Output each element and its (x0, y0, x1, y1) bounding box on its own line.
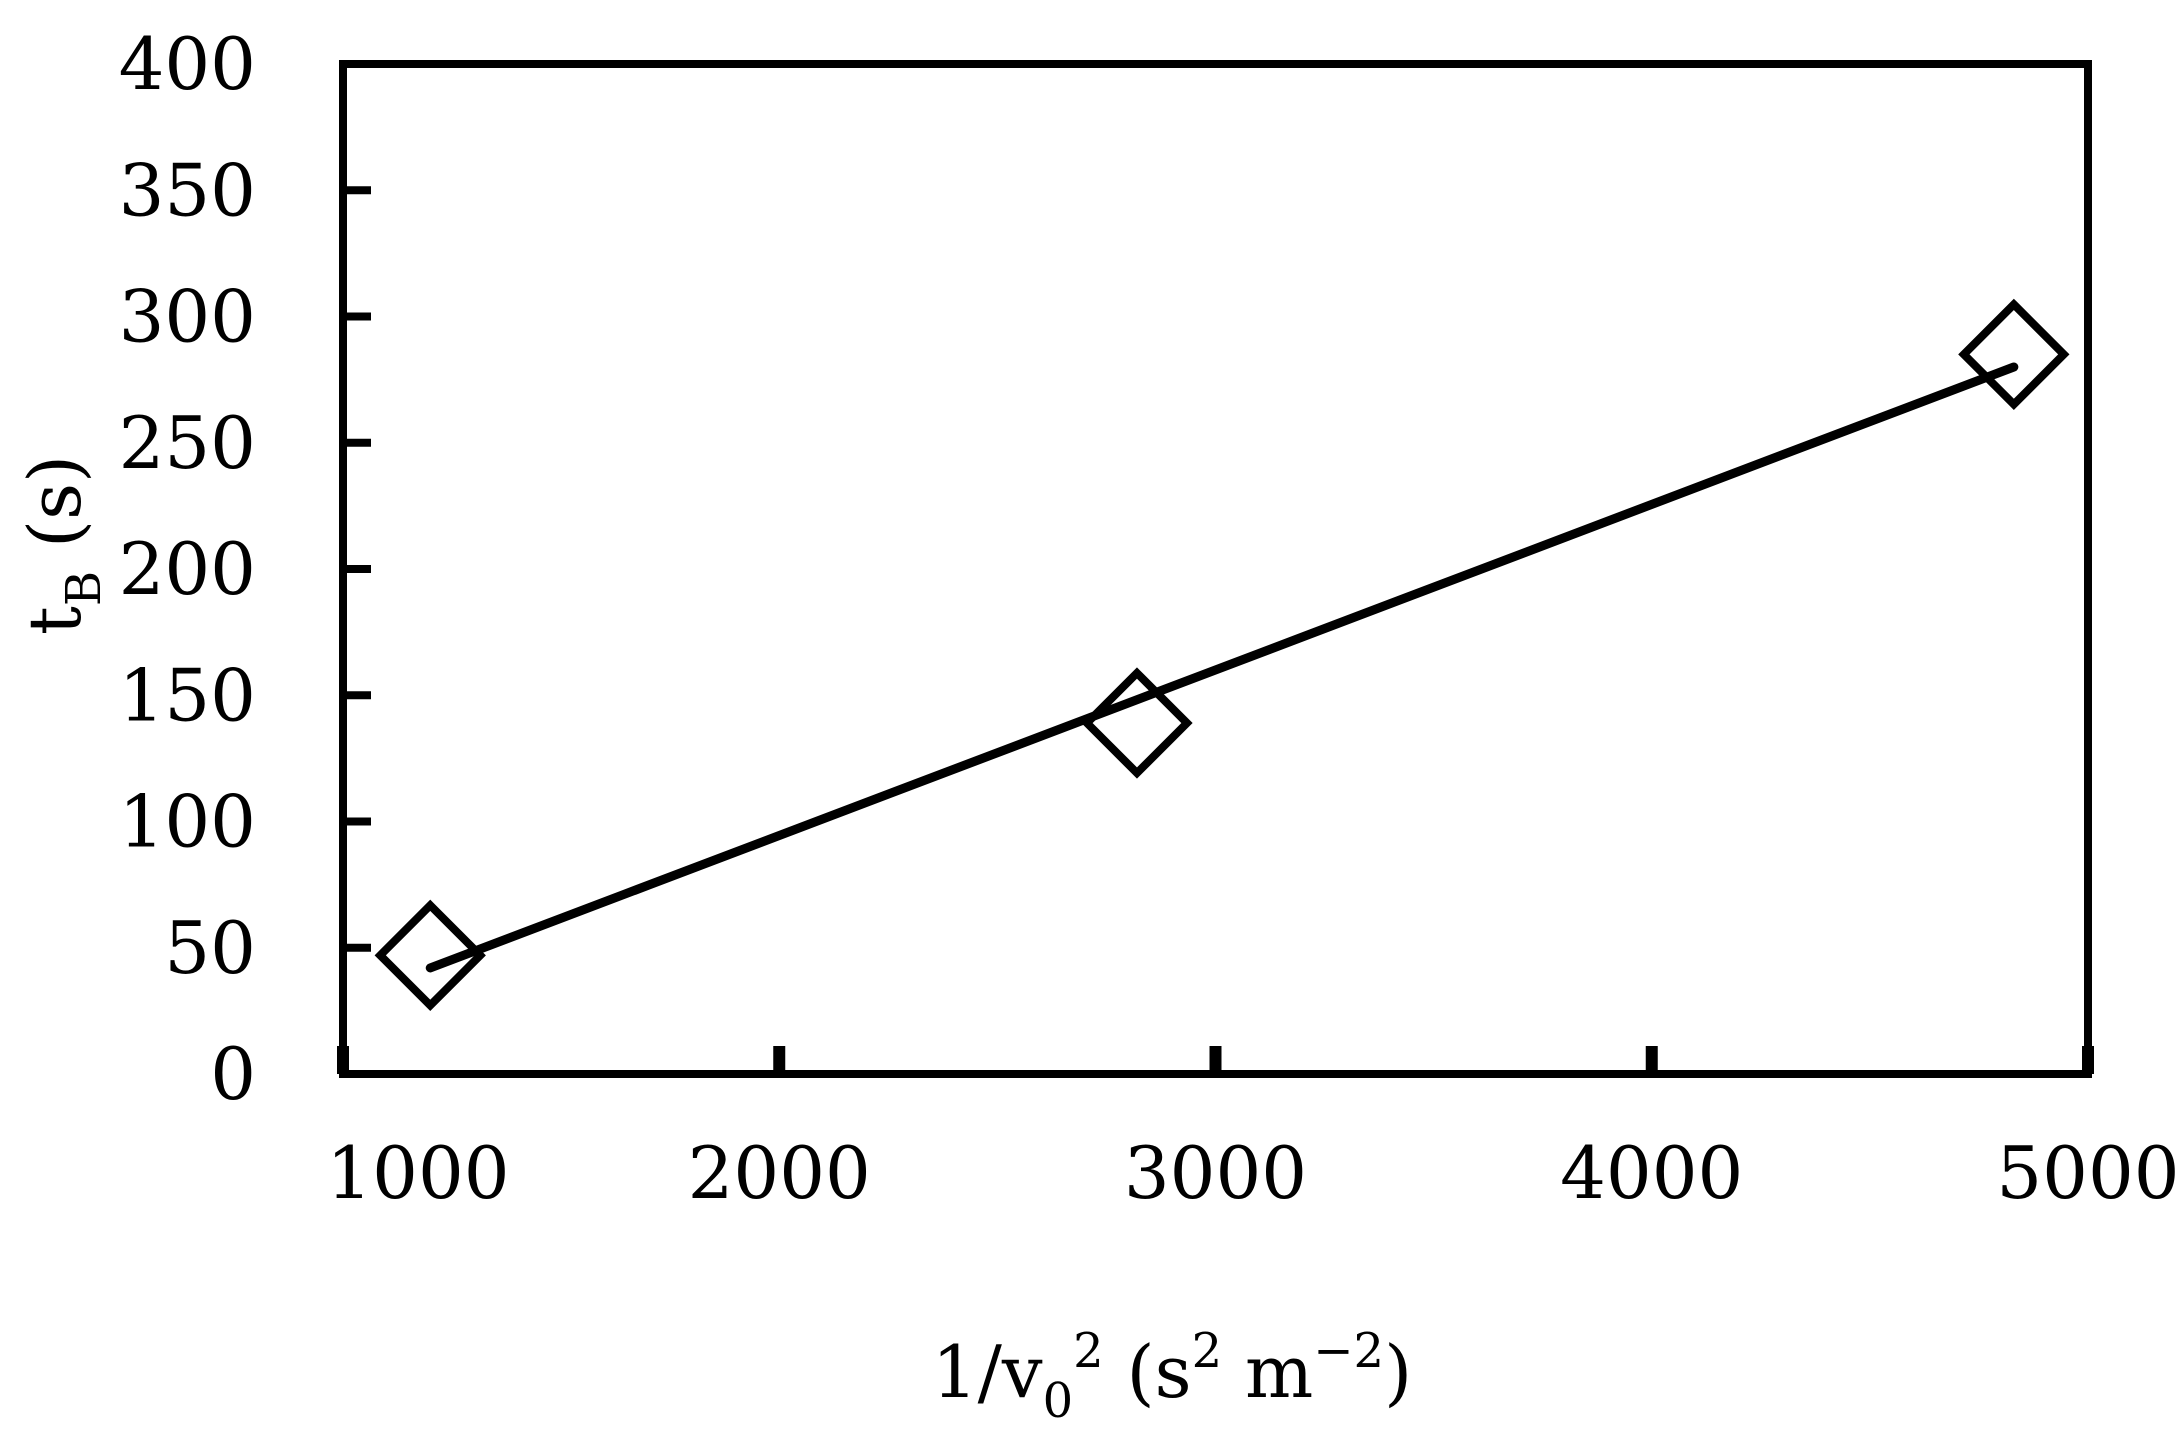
trendline (425, 362, 2019, 973)
x-tick-label: 5000 (1996, 1131, 2178, 1215)
y-tick-label: 300 (119, 275, 256, 359)
y-tick-label: 400 (119, 22, 256, 106)
y-tick-label: 100 (119, 780, 256, 864)
data-points (374, 298, 2070, 1011)
x-tick-label: 4000 (1560, 1131, 1743, 1215)
x-tick-label: 2000 (688, 1131, 871, 1215)
data-point-diamond (1081, 667, 1193, 779)
y-axis-label: tB (s) (13, 455, 112, 635)
x-axis-ticks: 1000 2000 3000 4000 5000 (326, 1046, 2178, 1215)
x-axis-label: 1/v02 (s2 m−2) (932, 1323, 1412, 1429)
plot-frame (339, 60, 2092, 1078)
y-tick-label: 0 (210, 1032, 256, 1116)
data-point-diamond (1958, 298, 2070, 411)
y-tick-label: 150 (119, 653, 256, 737)
y-tick-label: 350 (119, 148, 256, 232)
y-tick-label: 50 (164, 906, 256, 990)
y-tick-label: 200 (119, 527, 256, 611)
data-point-diamond (374, 899, 486, 1011)
x-tick-label: 3000 (1124, 1131, 1307, 1215)
plot-border (339, 60, 2092, 1078)
x-tick-label: 1000 (326, 1131, 509, 1215)
y-axis-ticks: 0 50 100 150 200 250 300 350 400 (119, 22, 371, 1116)
y-tick-label: 250 (119, 401, 256, 485)
trendline-layer (425, 362, 2019, 973)
